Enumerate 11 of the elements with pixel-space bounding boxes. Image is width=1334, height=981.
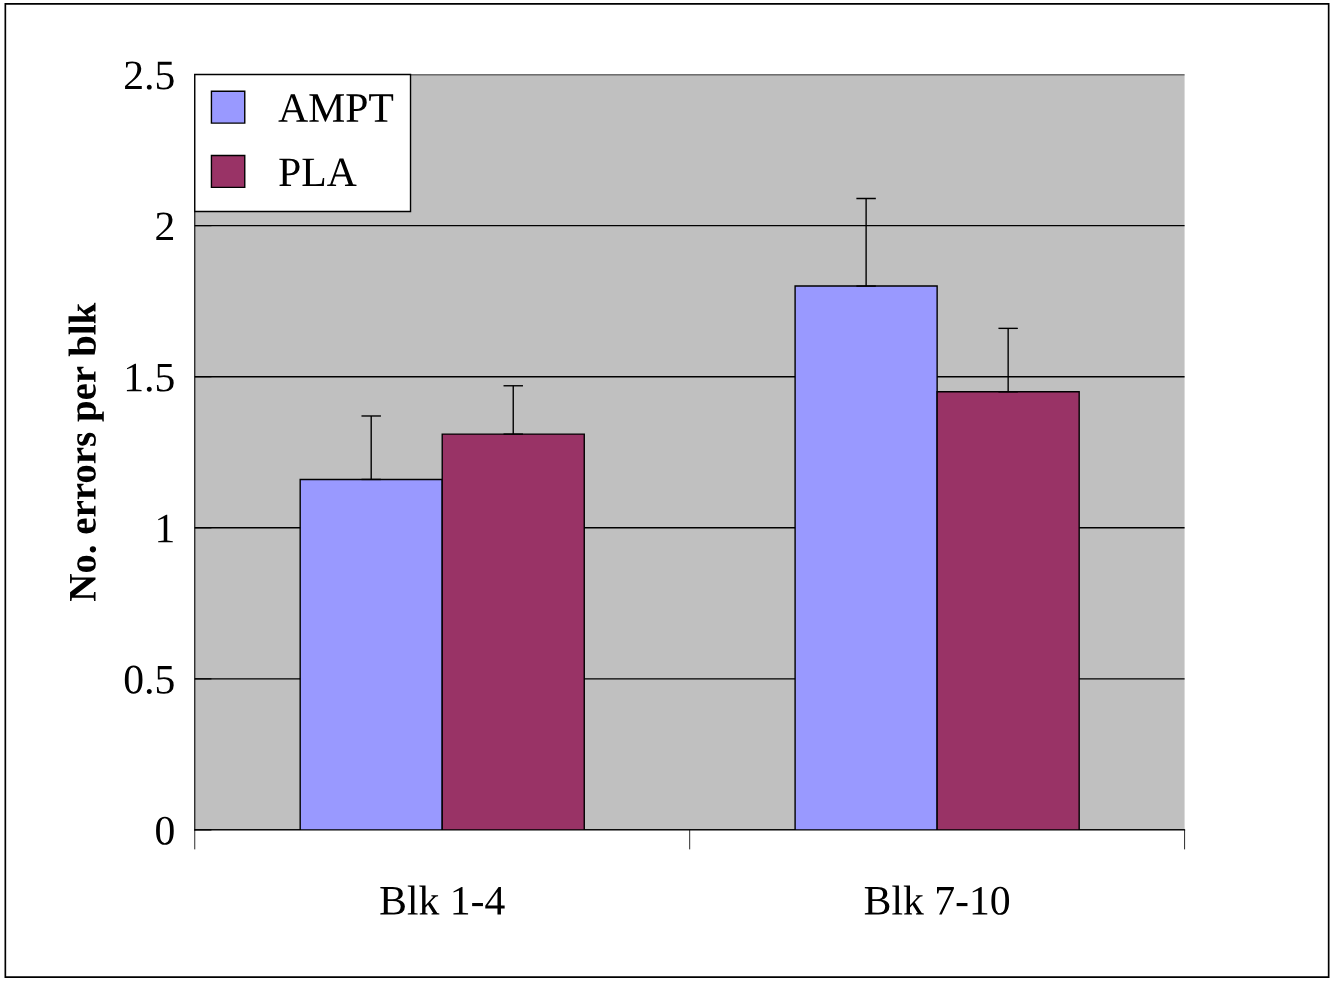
y-tick-label: 1.5 (126, 363, 174, 392)
legend-label: PLA (279, 158, 357, 186)
y-tick-label: 0 (156, 816, 174, 845)
legend-label: AMPT (278, 94, 394, 122)
y-tick-label: 0.5 (124, 665, 174, 694)
x-tick-label: Blk 1-4 (380, 885, 505, 915)
y-axis-title: No. errors per blk (68, 302, 104, 601)
y-tick-label: 1 (158, 514, 173, 543)
x-tick-label: Blk 7-10 (864, 885, 1010, 915)
y-tick-label: 2.5 (125, 61, 174, 90)
y-tick-label: 2 (156, 212, 174, 241)
